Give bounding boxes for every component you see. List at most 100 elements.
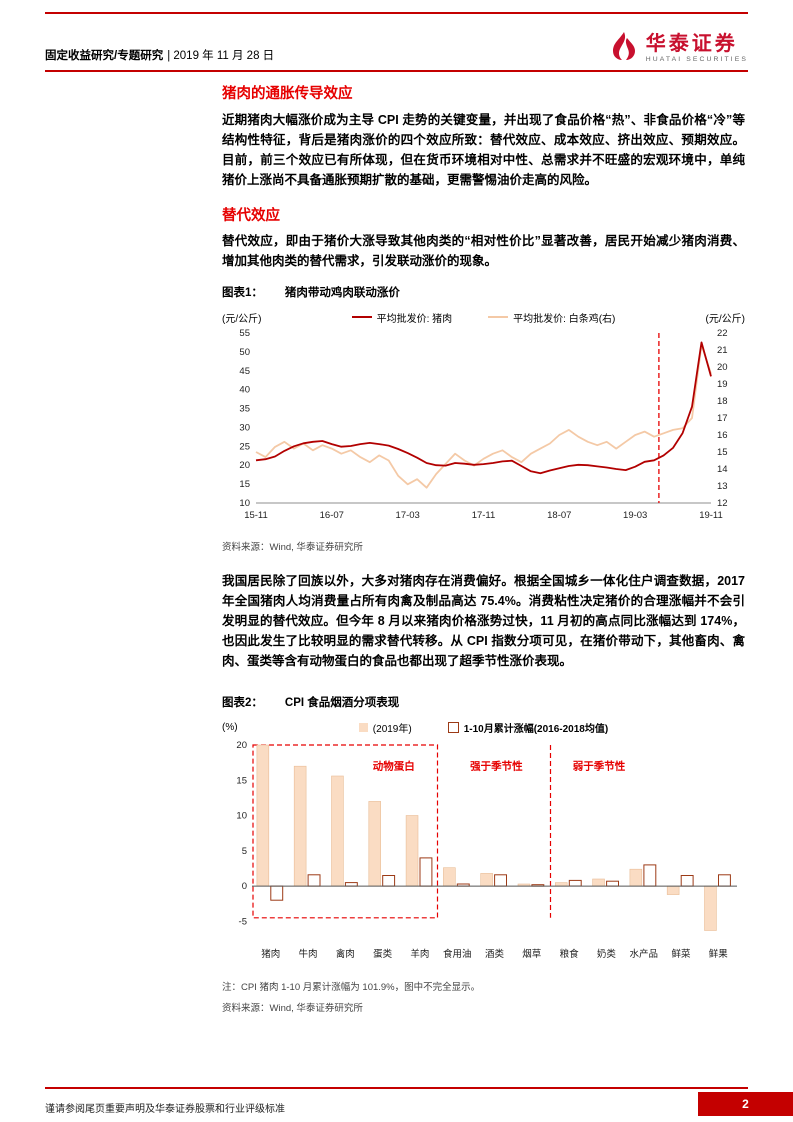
svg-text:水产品: 水产品 (629, 948, 658, 960)
figure-2-source: 资料来源：Wind, 华泰证券研究所 (222, 1003, 363, 1014)
svg-text:鲜菜: 鲜菜 (671, 948, 691, 960)
svg-text:强于季节性: 强于季节性 (470, 760, 523, 773)
bar-2019-swatch (358, 722, 368, 732)
svg-text:弱于季节性: 弱于季节性 (573, 760, 626, 773)
svg-text:食用油: 食用油 (443, 948, 472, 960)
svg-text:55: 55 (239, 328, 250, 339)
figure-2: 图表2： CPI 食品烟酒分项表现 (%) (2019年) 1-10月累计涨幅(2… (222, 691, 745, 1016)
svg-text:5: 5 (242, 846, 247, 857)
svg-text:动物蛋白: 动物蛋白 (373, 760, 415, 773)
legend-label-chicken: 平均批发价: 白条鸡(右) (513, 313, 616, 325)
report-header: 固定收益研究/专题研究 | 2019 年 11 月 28 日 华泰证券 HUATA… (45, 22, 748, 68)
brand-name: 华泰证券 (645, 32, 738, 55)
legend-item-average: 1-10月累计涨幅(2016-2018均值) (447, 720, 609, 735)
svg-text:19: 19 (717, 379, 728, 390)
svg-text:烟草: 烟草 (522, 948, 541, 960)
svg-text:30: 30 (239, 422, 250, 433)
footer-disclaimer: 谨请参阅尾页重要声明及华泰证券股票和行业评级标准 (45, 1104, 285, 1115)
figure-1: 图表1： 猪肉带动鸡肉联动涨价 (元/公斤) 平均批发价: 猪肉 平均批发价: 白… (222, 281, 745, 555)
svg-text:45: 45 (239, 366, 250, 377)
svg-text:蛋类: 蛋类 (373, 948, 393, 960)
figure-1-source: 资料来源：Wind, 华泰证券研究所 (222, 542, 363, 553)
svg-text:14: 14 (717, 464, 728, 475)
figure-1-title: 猪肉带动鸡肉联动涨价 (284, 287, 400, 299)
svg-text:0: 0 (242, 881, 247, 892)
legend-item-2019: (2019年) (358, 720, 412, 735)
section-title-substitution: 替代效应 (222, 208, 280, 224)
svg-text:20: 20 (236, 740, 247, 751)
intro-paragraph: 近期猪肉大幅涨价成为主导 CPI 走势的关键变量，并出现了食品价格“热”、非食品… (222, 113, 745, 187)
svg-text:粮食: 粮食 (560, 948, 580, 960)
substitution-paragraph: 替代效应，即由于猪价大涨导致其他肉类的“相对性价比”显著改善，居民开始减少猪肉消… (222, 234, 745, 268)
brand-block: 华泰证券 HUATAI SECURITIES (609, 31, 748, 68)
svg-text:16: 16 (717, 430, 728, 441)
cpi-food-bar-chart: 20 15 10 5 0 -5 猪肉 牛肉 禽肉 蛋类 羊肉 食用油 酒类 烟草 粮食 奶类 水产品 鲜菜 鲜果 动物… (222, 737, 745, 970)
svg-text:奶类: 奶类 (597, 948, 617, 960)
report-category: 固定收益研究/专题研究 (45, 50, 164, 62)
svg-text:牛肉: 牛肉 (298, 948, 317, 960)
legend-label-average: 1-10月累计涨幅(2016-2018均值) (463, 723, 609, 735)
svg-text:13: 13 (717, 481, 728, 492)
pork-line-swatch (351, 316, 372, 318)
svg-text:15-11: 15-11 (244, 510, 268, 521)
svg-text:18: 18 (717, 396, 728, 407)
figure-2-label: 图表2： (222, 697, 263, 709)
section-title-inflation: 猪肉的通胀传导效应 (222, 86, 353, 102)
svg-text:21: 21 (717, 345, 728, 356)
svg-text:35: 35 (239, 404, 250, 415)
svg-text:10: 10 (239, 498, 250, 509)
svg-text:20: 20 (717, 362, 728, 373)
svg-text:10: 10 (236, 811, 247, 822)
svg-text:17-03: 17-03 (396, 510, 420, 521)
pork-chicken-line-chart: 10 15 20 25 30 35 40 45 50 55 12 13 14 15 16 17 18 19 20 21… (222, 327, 745, 532)
svg-text:12: 12 (717, 498, 728, 509)
figure-1-right-unit: (元/公斤) (705, 313, 745, 325)
top-rule (45, 12, 748, 14)
svg-text:15: 15 (717, 447, 728, 458)
svg-text:19-11: 19-11 (699, 510, 723, 521)
svg-text:17: 17 (717, 413, 728, 424)
header-rule (45, 70, 748, 72)
svg-text:20: 20 (239, 460, 250, 471)
footer-rule (45, 1087, 748, 1089)
svg-text:18-07: 18-07 (547, 510, 571, 521)
svg-text:50: 50 (239, 347, 250, 358)
svg-text:禽肉: 禽肉 (336, 948, 355, 960)
figure-2-legend: (%) (2019年) 1-10月累计涨幅(2016-2018均值) (222, 719, 745, 735)
figure-2-y-unit: (%) (222, 721, 238, 733)
figure-1-legend: (元/公斤) 平均批发价: 猪肉 平均批发价: 白条鸡(右) (元/公斤) (222, 309, 745, 325)
huatai-logo-icon (609, 31, 639, 66)
report-date: | 2019 年 11 月 28 日 (167, 50, 275, 62)
legend-item-chicken: 平均批发价: 白条鸡(右) (488, 310, 615, 325)
svg-text:19-03: 19-03 (623, 510, 647, 521)
svg-text:16-07: 16-07 (320, 510, 344, 521)
figure-1-left-unit: (元/公斤) (222, 313, 262, 325)
svg-text:17-11: 17-11 (472, 510, 496, 521)
svg-text:15: 15 (239, 479, 250, 490)
figure-1-label: 图表1： (222, 287, 263, 299)
svg-text:羊肉: 羊肉 (410, 948, 429, 960)
figure-1-heading: 图表1： 猪肉带动鸡肉联动涨价 (222, 281, 745, 309)
svg-text:-5: -5 (239, 916, 247, 927)
svg-text:鲜果: 鲜果 (709, 948, 729, 960)
brand-text: 华泰证券 HUATAI SECURITIES (646, 34, 748, 64)
legend-item-pork: 平均批发价: 猪肉 (351, 310, 453, 325)
figure-2-heading: 图表2： CPI 食品烟酒分项表现 (222, 691, 745, 719)
legend-label-pork: 平均批发价: 猪肉 (376, 313, 453, 325)
svg-text:22: 22 (717, 328, 728, 339)
consumption-paragraph: 我国居民除了回族以外，大多对猪肉存在消费偏好。根据全国城乡一体化住户调查数据，2… (222, 574, 745, 668)
figure-2-title: CPI 食品烟酒分项表现 (284, 697, 400, 709)
svg-text:酒类: 酒类 (485, 948, 505, 960)
report-body: 猪肉的通胀传导效应 近期猪肉大幅涨价成为主导 CPI 走势的关键变量，并出现了食… (222, 82, 745, 1016)
svg-text:25: 25 (239, 441, 250, 452)
svg-text:猪肉: 猪肉 (261, 948, 280, 960)
figure-2-note: 注：CPI 猪肉 1-10 月累计涨幅为 101.9%，图中不完全显示。 (222, 982, 481, 993)
svg-text:40: 40 (239, 385, 250, 396)
svg-text:15: 15 (236, 775, 247, 786)
brand-subtitle: HUATAI SECURITIES (645, 55, 748, 63)
header-meta: 固定收益研究/专题研究 | 2019 年 11 月 28 日 (45, 47, 274, 68)
bar-average-swatch (447, 721, 459, 733)
page-number-badge: 2 (698, 1092, 793, 1116)
chicken-line-swatch (488, 316, 509, 318)
